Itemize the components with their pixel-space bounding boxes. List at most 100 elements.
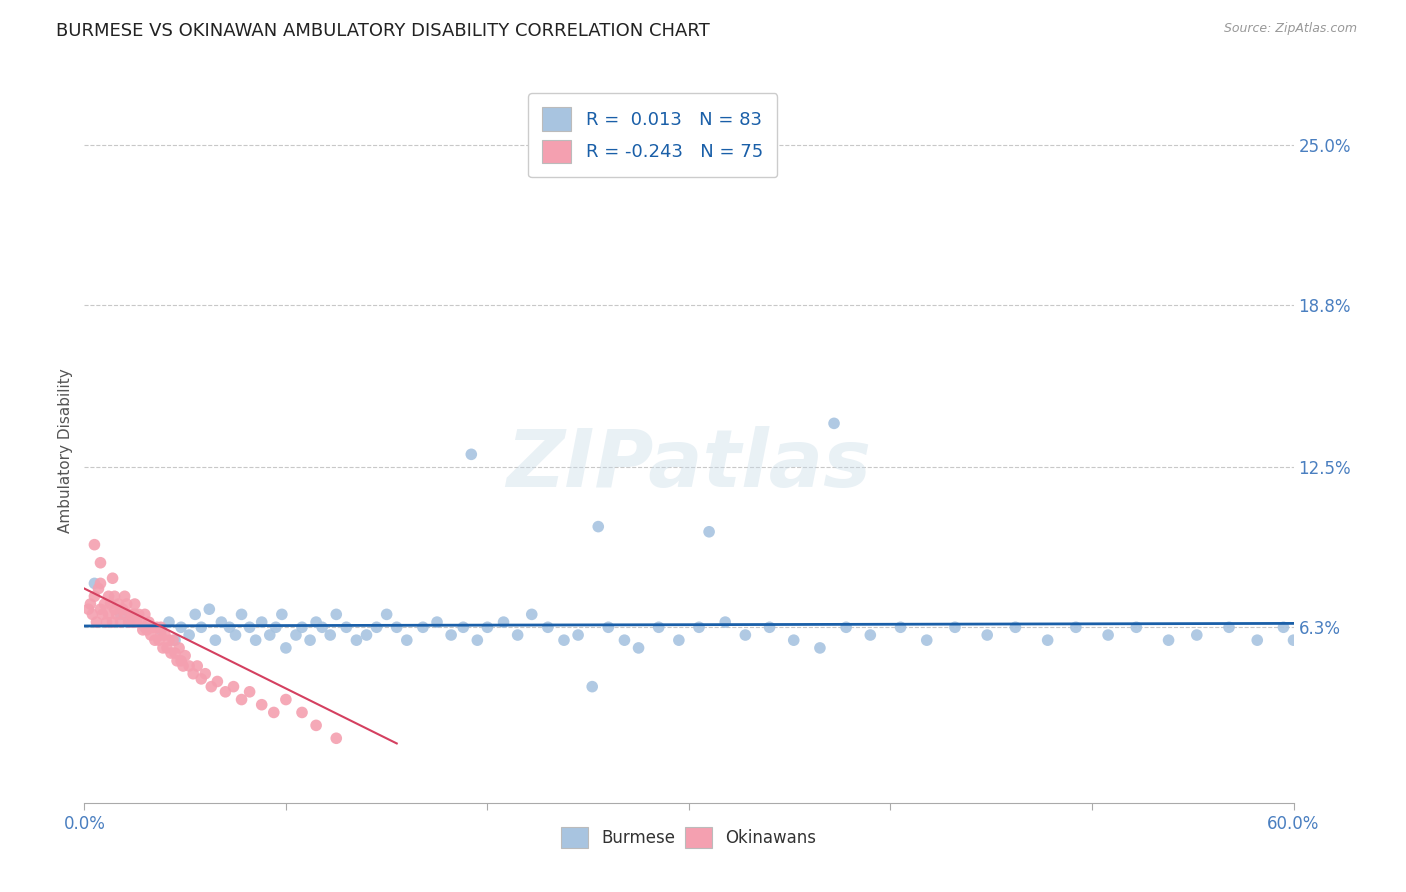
Point — [115, 597, 138, 611]
Point — [167, 640, 190, 655]
Text: ZIPatlas: ZIPatlas — [506, 425, 872, 504]
Point — [89, 576, 111, 591]
Point — [87, 582, 110, 596]
Point — [120, 607, 142, 622]
Point — [139, 628, 162, 642]
Point — [157, 633, 180, 648]
Point — [149, 620, 172, 634]
Point — [118, 615, 141, 629]
Point — [83, 589, 105, 603]
Point — [157, 615, 180, 629]
Point — [506, 628, 529, 642]
Point — [325, 731, 347, 746]
Point — [375, 607, 398, 622]
Point — [129, 615, 152, 629]
Point — [305, 615, 328, 629]
Point — [231, 692, 253, 706]
Point — [194, 666, 217, 681]
Point — [134, 607, 156, 622]
Point — [96, 615, 118, 629]
Point — [118, 615, 141, 629]
Point — [214, 685, 236, 699]
Point — [305, 718, 328, 732]
Point — [124, 607, 146, 622]
Legend: Burmese, Okinawans: Burmese, Okinawans — [548, 814, 830, 862]
Point — [627, 640, 650, 655]
Point — [451, 620, 474, 634]
Point — [395, 633, 418, 648]
Point — [101, 615, 124, 629]
Point — [179, 628, 201, 642]
Point — [976, 628, 998, 642]
Point — [1125, 620, 1147, 634]
Point — [688, 620, 710, 634]
Point — [156, 640, 179, 655]
Point — [1282, 633, 1305, 648]
Point — [166, 654, 188, 668]
Text: BURMESE VS OKINAWAN AMBULATORY DISABILITY CORRELATION CHART: BURMESE VS OKINAWAN AMBULATORY DISABILIT… — [56, 22, 710, 40]
Point — [198, 602, 221, 616]
Point — [89, 602, 111, 616]
Point — [100, 597, 122, 611]
Point — [520, 607, 543, 622]
Point — [190, 620, 212, 634]
Point — [86, 615, 108, 629]
Point — [82, 607, 104, 622]
Point — [263, 706, 285, 720]
Point — [808, 640, 831, 655]
Point — [152, 640, 174, 655]
Point — [1185, 628, 1208, 642]
Point — [714, 615, 737, 629]
Text: Source: ZipAtlas.com: Source: ZipAtlas.com — [1223, 22, 1357, 36]
Point — [170, 620, 193, 634]
Point — [111, 602, 134, 616]
Point — [93, 597, 115, 611]
Point — [346, 633, 368, 648]
Point — [553, 633, 575, 648]
Point — [184, 607, 207, 622]
Point — [114, 589, 136, 603]
Point — [209, 615, 232, 629]
Point — [440, 628, 463, 642]
Point — [311, 620, 333, 634]
Point — [186, 659, 208, 673]
Point — [915, 633, 938, 648]
Point — [291, 706, 314, 720]
Point — [128, 607, 150, 622]
Point — [200, 680, 222, 694]
Point — [783, 633, 806, 648]
Point — [274, 692, 297, 706]
Point — [285, 628, 308, 642]
Point — [153, 628, 176, 642]
Point — [492, 615, 515, 629]
Point — [225, 628, 247, 642]
Point — [107, 597, 129, 611]
Point — [231, 607, 253, 622]
Point — [222, 680, 245, 694]
Point — [1036, 633, 1059, 648]
Point — [250, 615, 273, 629]
Point — [134, 620, 156, 634]
Point — [91, 607, 114, 622]
Point — [162, 633, 184, 648]
Point — [835, 620, 858, 634]
Point — [239, 620, 262, 634]
Point — [588, 519, 610, 533]
Point — [412, 620, 434, 634]
Point — [325, 607, 347, 622]
Point — [467, 633, 489, 648]
Point — [121, 615, 143, 629]
Point — [1246, 633, 1268, 648]
Point — [190, 672, 212, 686]
Point — [218, 620, 240, 634]
Point — [385, 620, 408, 634]
Point — [567, 628, 589, 642]
Point — [149, 628, 172, 642]
Point — [270, 607, 292, 622]
Point — [110, 607, 132, 622]
Point — [250, 698, 273, 712]
Point — [142, 620, 165, 634]
Point — [160, 646, 183, 660]
Point — [1218, 620, 1240, 634]
Point — [697, 524, 720, 539]
